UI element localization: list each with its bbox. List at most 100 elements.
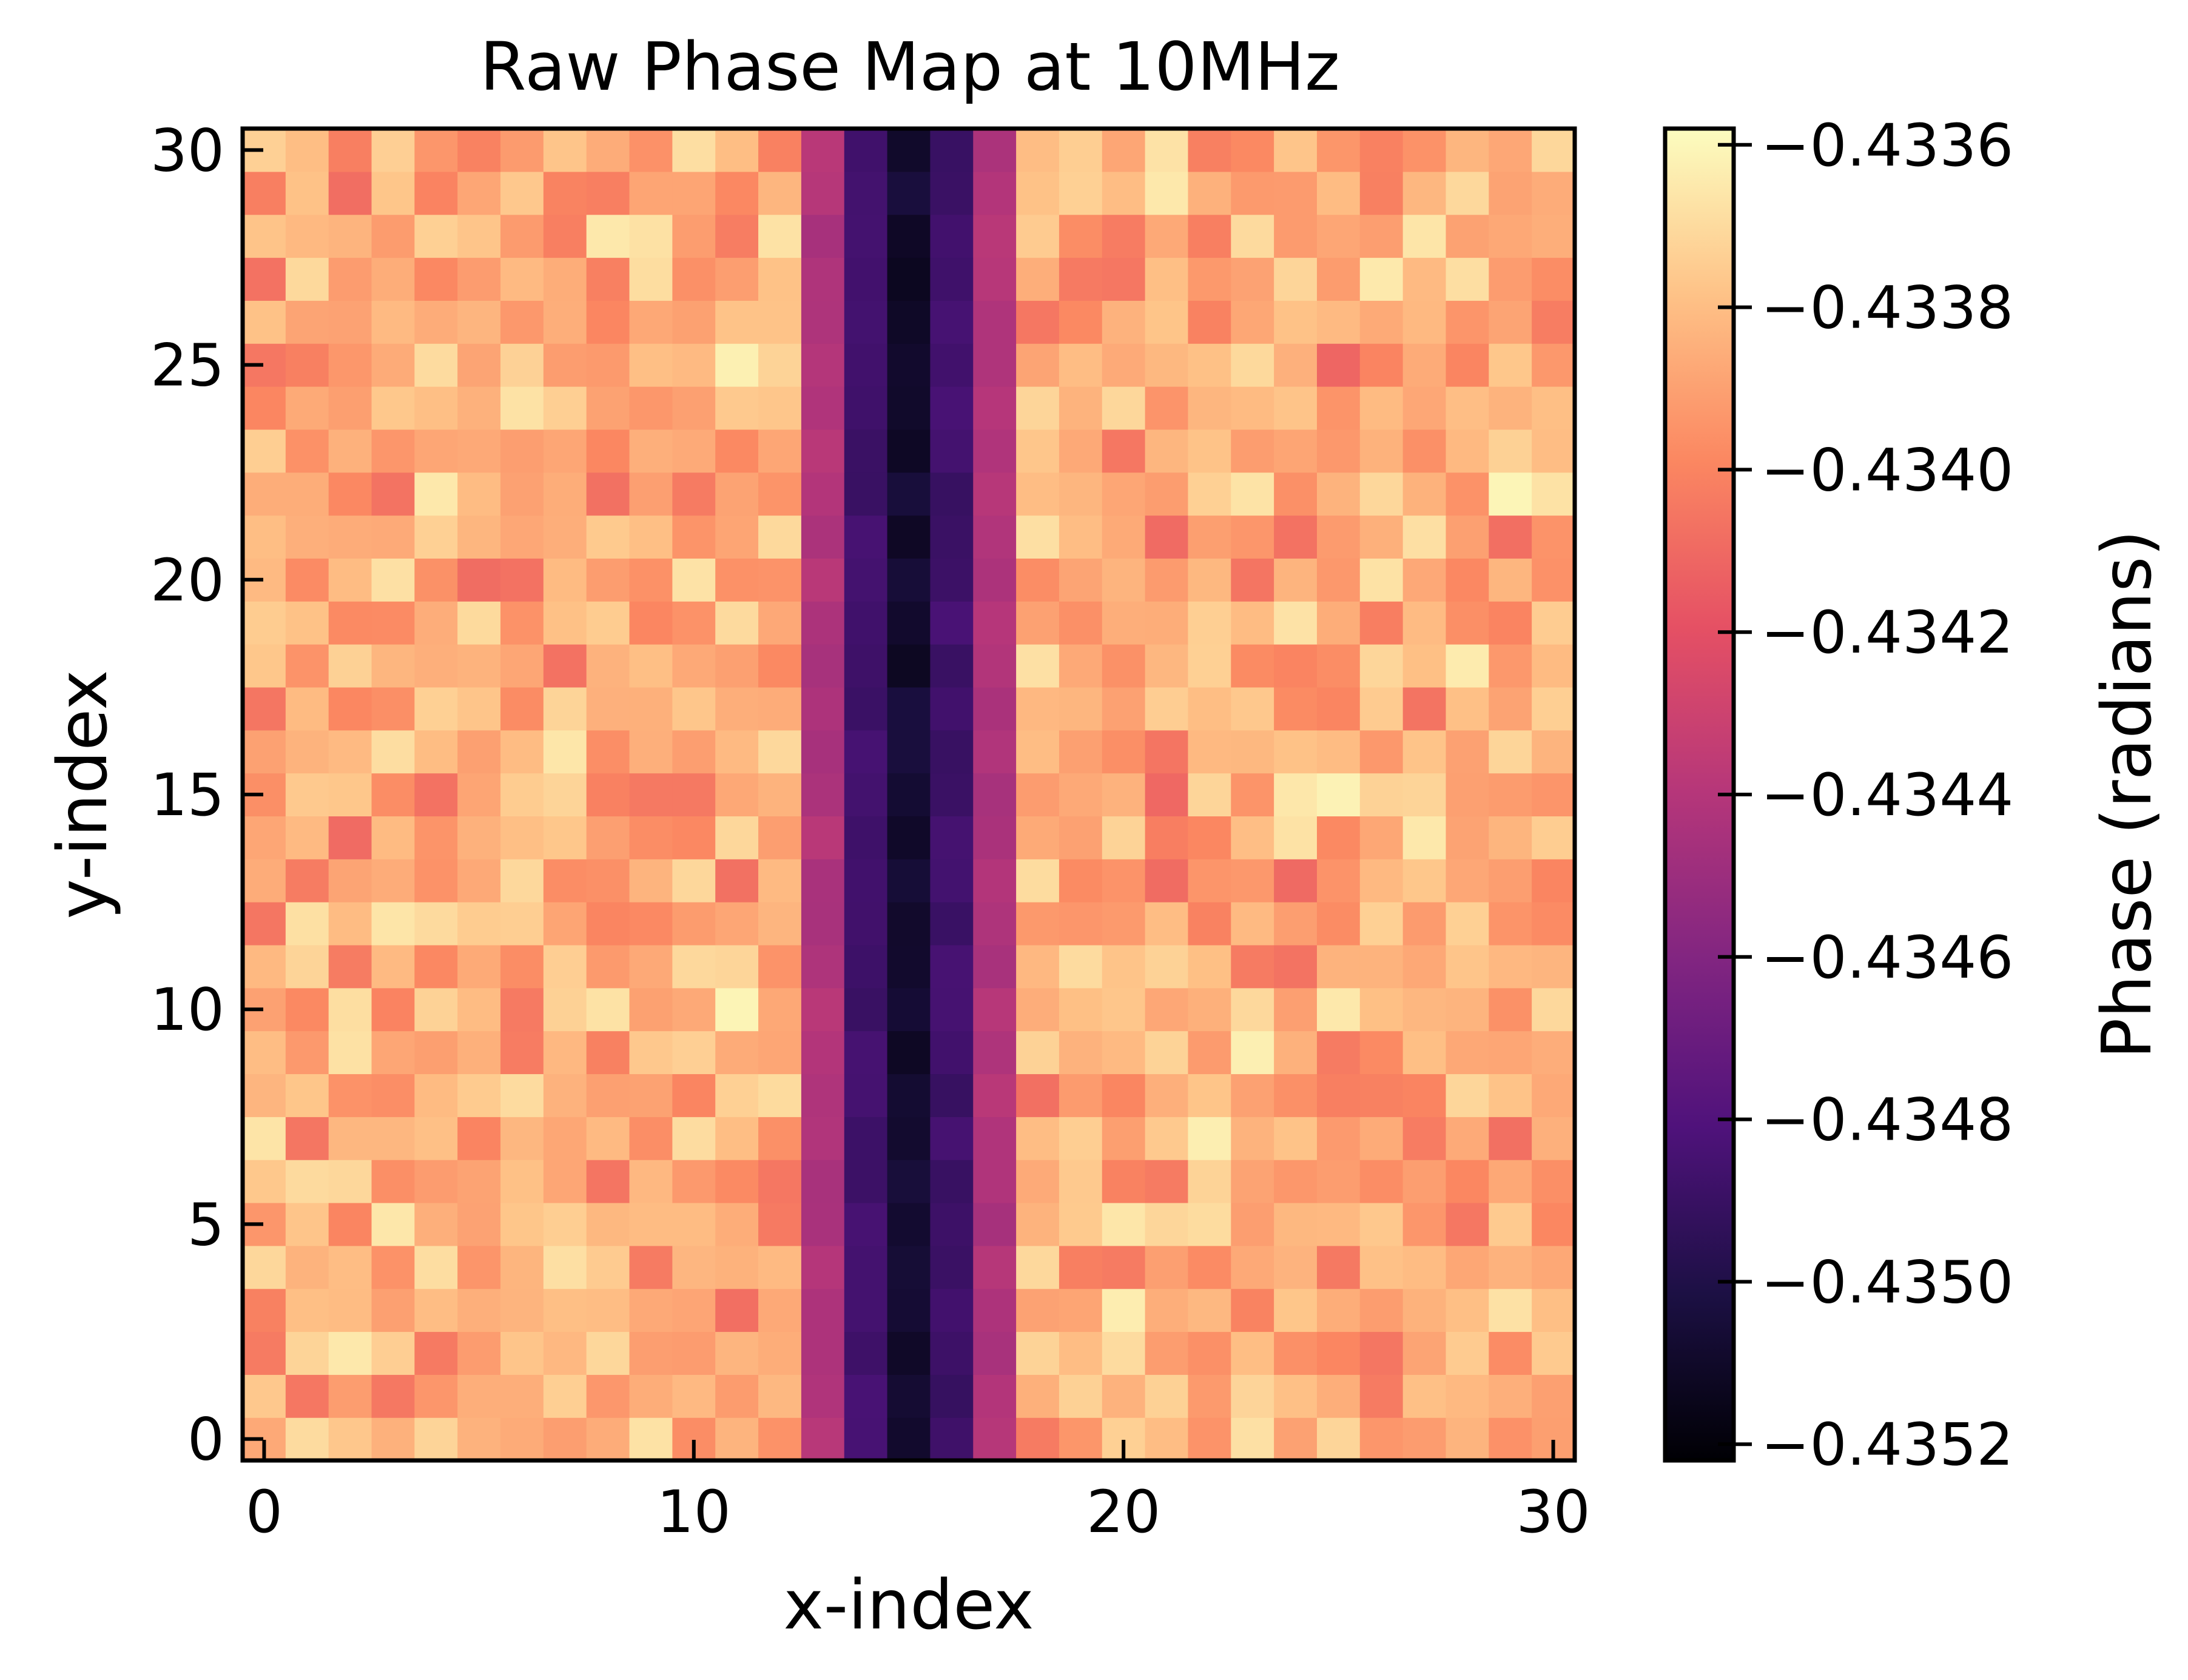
heatmap-cell bbox=[1102, 1074, 1146, 1117]
heatmap-cell bbox=[1446, 1417, 1489, 1461]
heatmap-cell bbox=[1402, 1202, 1447, 1246]
heatmap-cell bbox=[1145, 1331, 1189, 1375]
heatmap-cell bbox=[973, 601, 1017, 645]
heatmap-cell bbox=[1446, 1117, 1489, 1160]
heatmap-cell bbox=[543, 1374, 587, 1418]
heatmap-cell bbox=[1274, 687, 1318, 731]
heatmap-cell bbox=[1102, 1117, 1146, 1160]
heatmap-cell bbox=[1059, 1245, 1103, 1289]
y-tick-label: 0 bbox=[187, 1406, 224, 1474]
heatmap-cell bbox=[371, 558, 415, 602]
heatmap-cell bbox=[543, 214, 587, 258]
heatmap-cell bbox=[1489, 558, 1532, 602]
heatmap-cell bbox=[1274, 902, 1318, 946]
heatmap-cell bbox=[1446, 472, 1489, 516]
heatmap-cell bbox=[1188, 1074, 1231, 1117]
heatmap-cell bbox=[414, 429, 458, 473]
heatmap-cell bbox=[973, 515, 1017, 559]
heatmap-cell bbox=[629, 515, 673, 559]
heatmap-cell bbox=[973, 257, 1017, 301]
heatmap-cell bbox=[543, 859, 587, 902]
heatmap-cell bbox=[500, 515, 544, 559]
heatmap-cell bbox=[715, 730, 759, 774]
heatmap-cell bbox=[457, 644, 501, 688]
heatmap-cell bbox=[285, 515, 329, 559]
heatmap-cell bbox=[328, 129, 372, 172]
heatmap-cell bbox=[887, 944, 931, 989]
heatmap-cell bbox=[1532, 558, 1575, 602]
heatmap-cell bbox=[844, 515, 888, 559]
heatmap-cell bbox=[1532, 859, 1575, 902]
heatmap-cell bbox=[672, 730, 716, 774]
heatmap-cell bbox=[1446, 129, 1489, 172]
heatmap-cell bbox=[243, 214, 286, 258]
heatmap-cell bbox=[715, 644, 759, 688]
heatmap-cell bbox=[414, 1245, 458, 1289]
heatmap-cell bbox=[629, 214, 673, 258]
heatmap-cell bbox=[1316, 429, 1361, 473]
heatmap-cell bbox=[672, 1202, 716, 1246]
heatmap-cell bbox=[285, 558, 329, 602]
heatmap-cell bbox=[1316, 816, 1361, 859]
heatmap-cell bbox=[715, 987, 759, 1032]
heatmap-cell bbox=[801, 730, 845, 774]
heatmap-cell bbox=[500, 1160, 544, 1203]
colorbar-tick-label: −0.4338 bbox=[1761, 274, 2013, 342]
heatmap-cell bbox=[973, 1160, 1017, 1203]
heatmap-cell bbox=[243, 386, 286, 430]
heatmap-cell bbox=[672, 1245, 716, 1289]
heatmap-cell bbox=[1188, 558, 1231, 602]
x-axis: 0 10 20 30 bbox=[246, 1440, 1591, 1546]
heatmap-cell bbox=[672, 1074, 716, 1117]
heatmap-cell bbox=[457, 1117, 501, 1160]
heatmap-cell bbox=[1188, 601, 1231, 645]
heatmap-cell bbox=[328, 902, 372, 946]
heatmap-cell bbox=[844, 773, 888, 817]
heatmap-cell bbox=[930, 129, 974, 172]
heatmap-cell bbox=[1188, 257, 1231, 301]
heatmap-cell bbox=[1231, 1160, 1274, 1203]
heatmap-cell bbox=[1489, 816, 1532, 859]
heatmap-cell bbox=[1016, 386, 1060, 430]
heatmap-cell bbox=[758, 1117, 802, 1160]
heatmap-cell bbox=[1188, 300, 1231, 344]
heatmap-cell bbox=[930, 987, 974, 1032]
heatmap-cell bbox=[1231, 1245, 1274, 1289]
heatmap-cell bbox=[1446, 257, 1489, 301]
heatmap-cell bbox=[629, 472, 673, 516]
heatmap-cell bbox=[1532, 257, 1575, 301]
heatmap-cell bbox=[1231, 1288, 1274, 1332]
heatmap-cell bbox=[371, 859, 415, 902]
heatmap-cell bbox=[715, 1202, 759, 1246]
heatmap-cell bbox=[629, 1074, 673, 1117]
heatmap-cell bbox=[457, 1074, 501, 1117]
heatmap-cell bbox=[1359, 1331, 1404, 1375]
heatmap-cell bbox=[715, 1030, 759, 1075]
heatmap-cell bbox=[672, 773, 716, 817]
heatmap-cell bbox=[285, 902, 329, 946]
heatmap-cell bbox=[1274, 1417, 1318, 1461]
heatmap-cell bbox=[586, 944, 630, 989]
heatmap-cell bbox=[973, 1288, 1017, 1332]
heatmap-cell bbox=[844, 944, 888, 989]
heatmap-cell bbox=[973, 214, 1017, 258]
heatmap-cell bbox=[973, 429, 1017, 473]
heatmap-cell bbox=[586, 687, 630, 731]
heatmap-cell bbox=[1016, 1417, 1060, 1461]
heatmap-cell bbox=[1231, 472, 1274, 516]
heatmap-cell bbox=[844, 1202, 888, 1246]
heatmap-cell bbox=[1188, 987, 1231, 1032]
heatmap-cell bbox=[243, 171, 286, 215]
heatmap-cell bbox=[371, 644, 415, 688]
heatmap-cell bbox=[1274, 171, 1318, 215]
heatmap-cell bbox=[1231, 429, 1274, 473]
heatmap-cell bbox=[1231, 601, 1274, 645]
heatmap-cell bbox=[1489, 730, 1532, 774]
heatmap-cell bbox=[328, 816, 372, 859]
heatmap-cell bbox=[457, 386, 501, 430]
heatmap-cell bbox=[457, 257, 501, 301]
heatmap-cell bbox=[1145, 601, 1189, 645]
heatmap-cell bbox=[543, 257, 587, 301]
heatmap-cell bbox=[586, 987, 630, 1032]
heatmap-cell bbox=[543, 816, 587, 859]
